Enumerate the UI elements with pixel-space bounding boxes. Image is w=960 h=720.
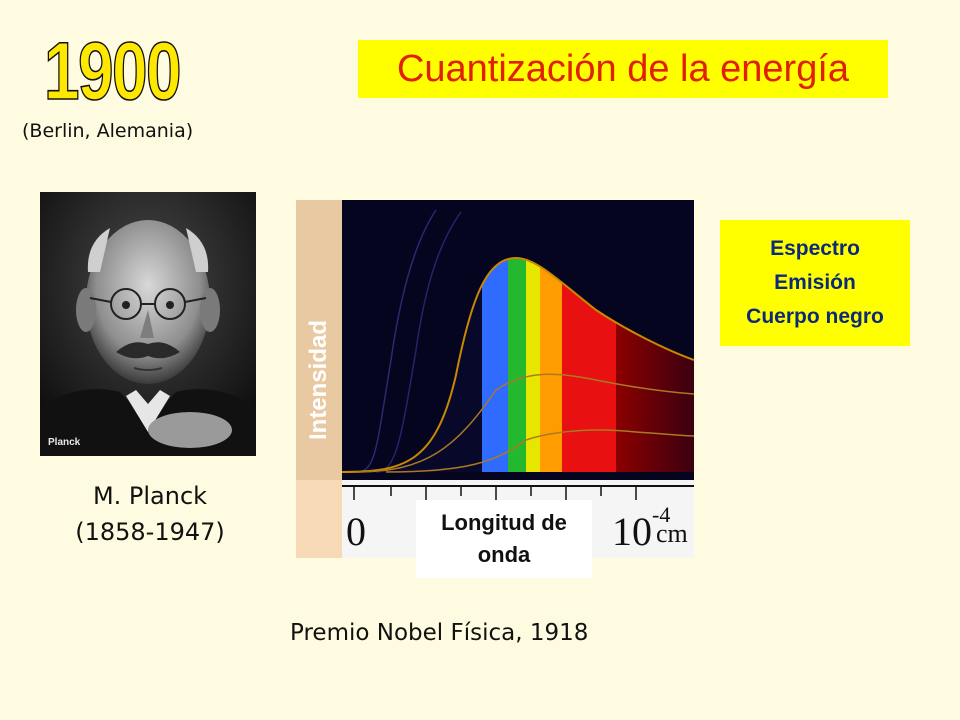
x-axis-label: Longitud de onda bbox=[416, 500, 592, 578]
nobel-prize-caption: Premio Nobel Física, 1918 bbox=[290, 620, 589, 646]
city-label: (Berlin, Alemania) bbox=[22, 120, 194, 142]
y-axis-label-text: Intensidad bbox=[305, 319, 332, 441]
scientist-years: (1858-1947) bbox=[75, 518, 225, 546]
year-heading: 1900 bbox=[43, 26, 182, 117]
y-axis-label: Intensidad bbox=[296, 300, 342, 460]
spectrum-badge: Espectro Emisión Cuerpo negro bbox=[720, 220, 910, 346]
x-axis-label-line2: onda bbox=[477, 542, 531, 567]
scientist-name-block: M. Planck (1858-1947) bbox=[0, 478, 300, 550]
axis-end-label: 10 bbox=[612, 509, 652, 554]
scientist-name: M. Planck bbox=[92, 482, 208, 510]
badge-line-1: Espectro bbox=[770, 237, 860, 260]
x-axis-label-line1: Longitud de bbox=[441, 510, 567, 535]
axis-end-exponent: -4 bbox=[652, 502, 670, 527]
page-title: Cuantización de la energía bbox=[396, 47, 850, 90]
planck-portrait: Planck bbox=[40, 192, 256, 456]
badge-line-3: Cuerpo negro bbox=[746, 305, 884, 328]
portrait-caption: Planck bbox=[48, 437, 81, 448]
axis-unit-label: cm bbox=[656, 519, 688, 548]
badge-line-2: Emisión bbox=[774, 271, 856, 294]
portrait-illustration bbox=[40, 192, 256, 456]
blackbody-spectrum-figure: 0 10 -4 cm bbox=[296, 200, 695, 558]
title-banner: Cuantización de la energía bbox=[358, 40, 888, 98]
axis-zero-label: 0 bbox=[346, 509, 366, 554]
spectrum-illustration: 0 10 -4 cm bbox=[296, 200, 695, 558]
